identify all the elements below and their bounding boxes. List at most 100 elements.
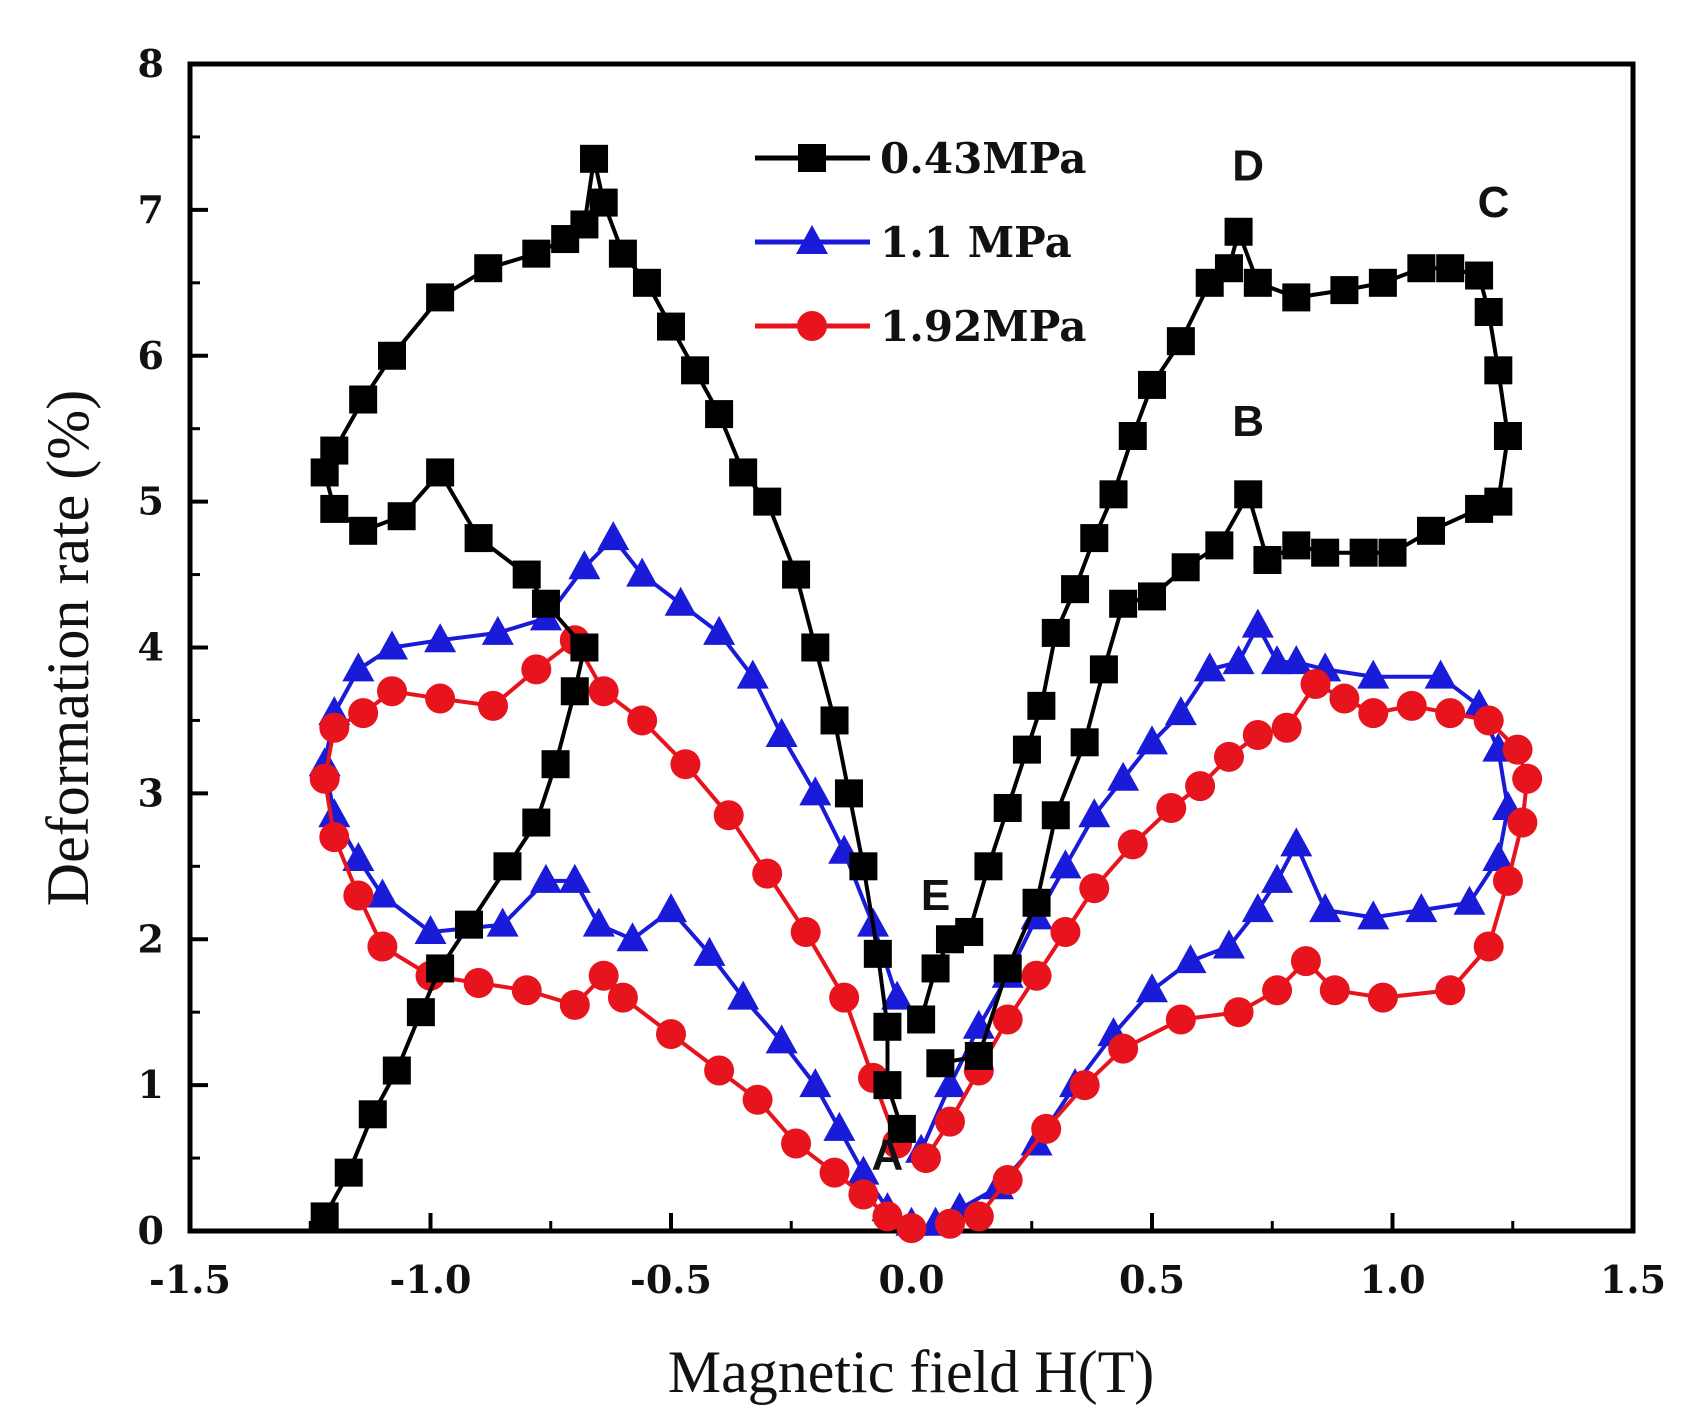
data-point (1453, 885, 1486, 915)
y-tick-label: 5 (138, 479, 164, 524)
data-point (781, 1128, 812, 1159)
data-point (820, 706, 849, 735)
data-point (1165, 1004, 1196, 1035)
data-point (1280, 827, 1313, 857)
data-point (1435, 975, 1466, 1006)
data-point (656, 1019, 686, 1050)
data-point (657, 312, 685, 341)
data-point (425, 683, 456, 714)
data-point (632, 268, 661, 297)
legend-label: 1.92MPa (880, 302, 1086, 351)
data-point (424, 623, 457, 653)
data-point (727, 980, 760, 1010)
y-tick-label: 1 (138, 1062, 164, 1107)
data-point (358, 1100, 387, 1129)
data-point (1166, 327, 1195, 356)
data-point (522, 239, 551, 268)
data-point (963, 1201, 994, 1232)
data-point (1290, 946, 1321, 977)
data-point (366, 878, 399, 908)
data-point (582, 907, 615, 937)
data-point (382, 1056, 411, 1085)
data-point (478, 690, 509, 721)
y-tick-label: 8 (138, 41, 164, 86)
annotation-c: C (1478, 178, 1510, 227)
y-tick-label: 2 (138, 916, 164, 961)
data-point (1107, 761, 1140, 791)
data-point (1512, 763, 1543, 794)
series-line (322, 158, 904, 1218)
data-point (1108, 1033, 1139, 1064)
data-point (560, 677, 589, 706)
x-tick-label: 0.5 (1119, 1257, 1185, 1302)
data-point (1089, 655, 1118, 684)
data-point (343, 880, 374, 911)
data-point (1349, 538, 1378, 567)
data-point (790, 916, 821, 947)
data-point (1049, 849, 1082, 879)
data-point (1174, 944, 1207, 974)
data-point (454, 910, 483, 939)
data-point (1311, 538, 1340, 567)
data-point (799, 776, 832, 806)
data-point (1061, 575, 1090, 604)
data-point (799, 1068, 832, 1098)
data-point (376, 630, 409, 660)
x-tick-label: -0.5 (630, 1257, 712, 1302)
data-point (1078, 798, 1111, 828)
data-point (521, 654, 552, 685)
data-point (834, 779, 863, 808)
x-tick-label: -1.0 (390, 1257, 472, 1302)
data-point (588, 960, 619, 991)
data-point (873, 1012, 902, 1041)
data-point (349, 516, 378, 545)
data-point (481, 615, 514, 645)
data-point (742, 1084, 773, 1115)
data-point (1280, 645, 1313, 675)
data-point (463, 968, 494, 999)
data-point (1138, 582, 1166, 611)
series-line (919, 225, 1510, 1066)
data-point (1396, 690, 1427, 721)
data-point (1378, 538, 1407, 567)
series-layer (308, 144, 1543, 1244)
data-point (896, 1213, 927, 1244)
data-point (1243, 268, 1272, 297)
data-point (703, 615, 736, 645)
data-point (704, 1055, 735, 1086)
series-1.92mpa-right (910, 668, 1543, 1239)
data-point (1282, 283, 1311, 312)
data-point (1041, 801, 1070, 830)
data-point (1492, 865, 1523, 896)
data-point (1193, 652, 1226, 682)
data-point (588, 676, 619, 707)
data-point (426, 458, 455, 487)
series-line (322, 637, 913, 1230)
data-point (1022, 888, 1051, 917)
data-point (511, 975, 542, 1006)
data-point (910, 1143, 941, 1174)
data-point (974, 852, 1003, 881)
data-point (1357, 659, 1390, 689)
data-point (626, 557, 659, 587)
annotations: A B C D E (872, 142, 1510, 1180)
data-point (1213, 741, 1244, 772)
data-point (426, 283, 455, 312)
data-point (992, 1004, 1023, 1035)
data-point (580, 144, 609, 173)
data-point (377, 676, 408, 707)
data-point (1214, 254, 1243, 283)
data-point (486, 907, 519, 937)
data-point (1493, 421, 1522, 450)
data-point (801, 633, 830, 662)
data-point (1050, 916, 1081, 947)
data-point (1021, 960, 1052, 991)
data-point (1261, 863, 1294, 893)
data-point (1484, 356, 1513, 385)
annotation-e: E (921, 871, 950, 920)
series-1.1mpa-left (308, 521, 928, 1236)
y-tick-label: 7 (138, 187, 164, 232)
data-point (319, 712, 350, 743)
data-point (414, 914, 447, 944)
